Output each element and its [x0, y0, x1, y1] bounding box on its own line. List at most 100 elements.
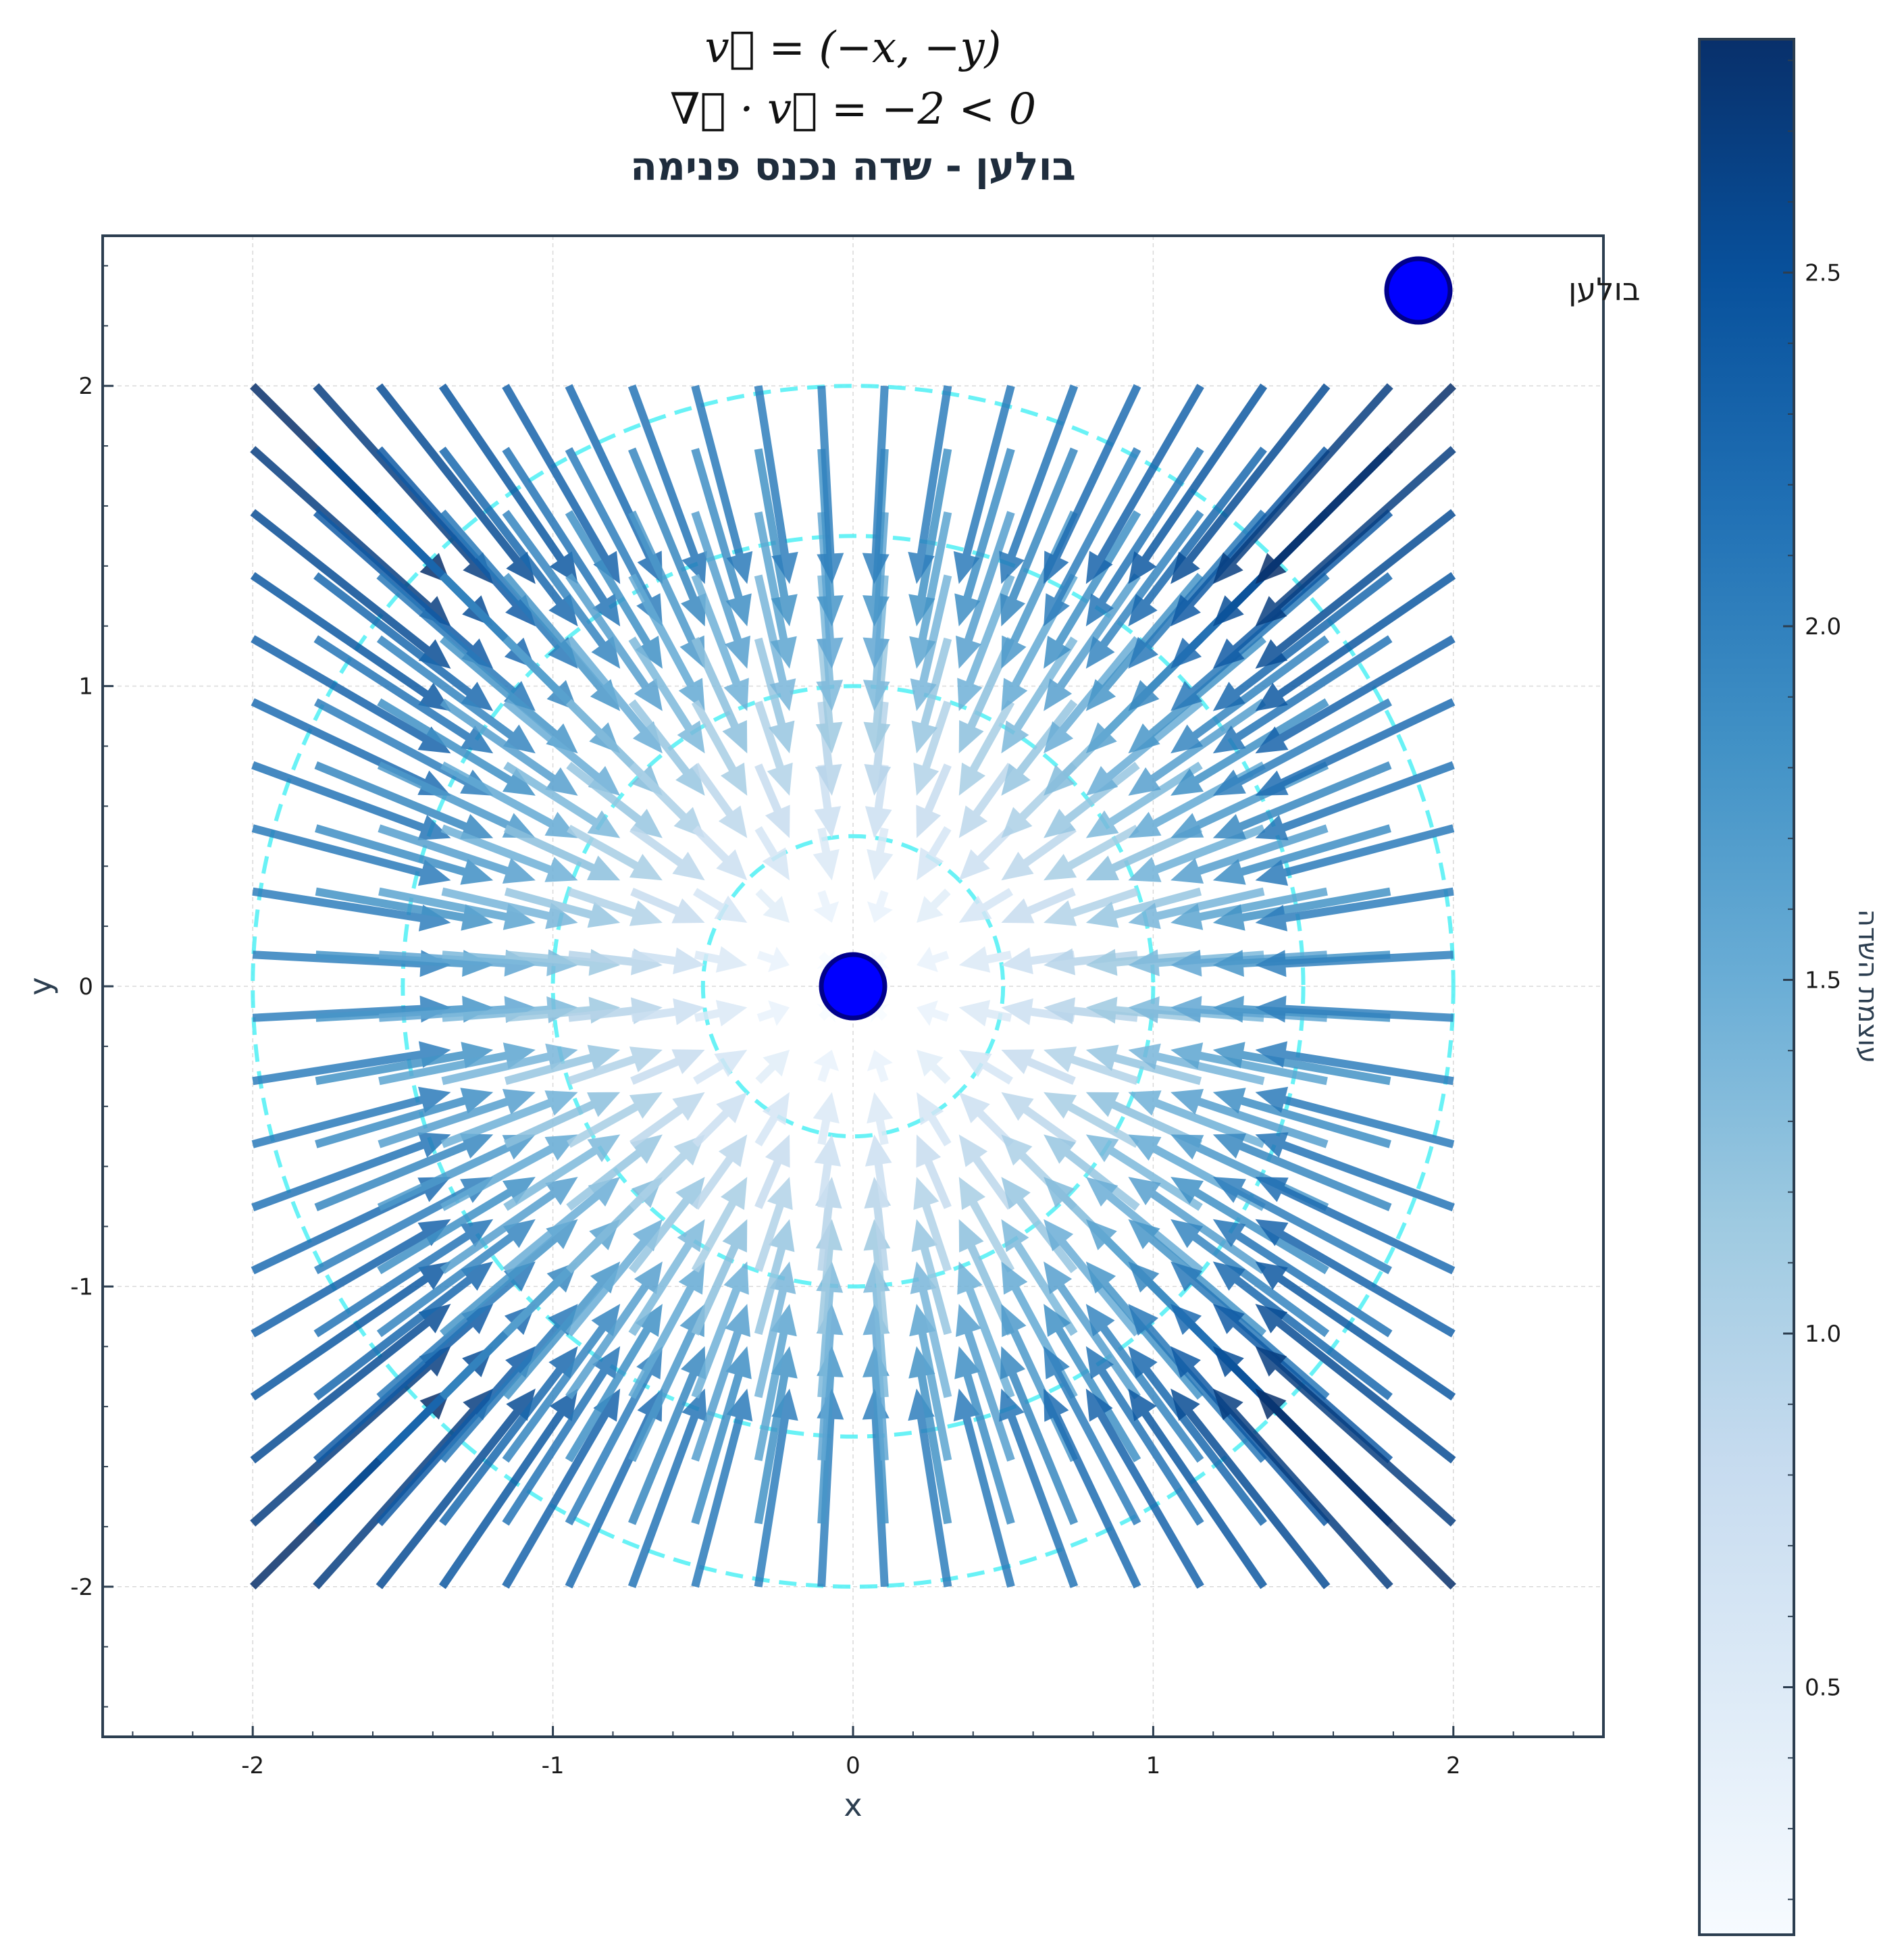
vector-arrow [504, 887, 621, 928]
vector-arrow [503, 699, 621, 796]
vector-arrow [1085, 1304, 1204, 1463]
vector-arrow [958, 636, 1015, 754]
x-tick-label: 1 [1146, 1752, 1161, 1779]
vector-arrow [816, 1304, 844, 1461]
vector-arrow [376, 635, 536, 754]
vector-arrow [1170, 1219, 1330, 1338]
title-description: בולען - שדה נכנס פנימה [630, 143, 1076, 189]
vector-arrow [1255, 383, 1456, 584]
vector-arrow [958, 763, 1014, 838]
vector-arrow [691, 1346, 752, 1525]
vector-arrow [1255, 572, 1456, 711]
vector-arrow [953, 1388, 1015, 1588]
vector-arrow [910, 1261, 952, 1398]
vector-arrow [1044, 1346, 1141, 1525]
dashed-circle [550, 684, 1156, 1289]
vector-arrow [956, 1304, 1015, 1462]
vector-arrow [251, 1219, 451, 1338]
vector-arrow [754, 637, 795, 754]
vector-arrow [627, 1388, 707, 1588]
vector-arrow [958, 1134, 1014, 1210]
vector-arrow [315, 1042, 494, 1086]
vector-arrow [1255, 635, 1456, 754]
vector-arrow [567, 824, 663, 881]
vector-arrow [440, 1134, 578, 1211]
x-tick-label: -1 [542, 1752, 565, 1779]
chart-title: v⃗ = (−x, −y) ∇⃗ · v⃗ = −2 < 0 בולען - ש… [630, 23, 1076, 189]
vector-arrow [691, 1219, 748, 1336]
vector-arrow [957, 1261, 1015, 1399]
vector-arrow [628, 1304, 705, 1463]
vector-arrow [1212, 698, 1392, 796]
vector-arrow [692, 1092, 748, 1148]
vector-arrow [250, 1261, 451, 1401]
vector-arrow [691, 511, 750, 669]
vector-arrow [1001, 947, 1075, 975]
vector-arrow [691, 1261, 749, 1399]
dashed-circle [401, 534, 1306, 1439]
x-tick-label: 2 [1446, 1752, 1461, 1779]
vector-arrow [1170, 1042, 1328, 1086]
vector-arrow [958, 1219, 1015, 1336]
vector-arrow [867, 890, 893, 923]
vector-arrow [1170, 824, 1329, 884]
y-tick-label: 2 [78, 373, 93, 400]
vector-arrow [1001, 1049, 1076, 1085]
vector-arrow [911, 637, 952, 754]
vector-arrow [958, 700, 1015, 796]
sink-marker-group [819, 952, 887, 1021]
vector-arrow [377, 698, 536, 796]
vector-arrow [315, 950, 494, 977]
vector-arrow [1255, 446, 1456, 627]
vector-arrow [908, 1346, 952, 1525]
vector-arrow [1212, 887, 1391, 931]
vector-arrow [630, 1049, 705, 1085]
vector-arrow [909, 1304, 952, 1461]
legend-sink-marker [1384, 256, 1453, 325]
vector-arrow [754, 1092, 790, 1146]
vector-arrow [440, 1177, 578, 1274]
vector-arrow [1212, 1219, 1393, 1338]
vector-arrow [1044, 824, 1139, 881]
vector-arrow [502, 384, 621, 584]
vector-arrow [694, 946, 748, 973]
vector-arrow [251, 1086, 451, 1148]
vector-arrow [691, 574, 749, 711]
vector-arrow [754, 448, 798, 627]
vector-arrow [315, 1088, 494, 1148]
vector-arrow [1085, 1388, 1204, 1589]
vector-arrow [250, 446, 451, 627]
vector-arrow [378, 1089, 536, 1148]
vector-arrow [1085, 761, 1203, 838]
vector-arrow [917, 1050, 951, 1084]
y-tick-label: -2 [70, 1574, 93, 1601]
vector-arrow [565, 1304, 663, 1463]
vector-arrow [956, 511, 1015, 669]
vector-arrow [251, 1132, 451, 1212]
vector-arrow [631, 947, 705, 975]
vector-arrow [1128, 824, 1266, 882]
vector-arrow [913, 701, 952, 796]
vector-arrow [916, 1134, 952, 1209]
colorbar-frame [1698, 38, 1795, 1936]
vector-arrow [913, 1177, 952, 1272]
vector-arrow [1212, 1388, 1393, 1590]
vector-arrow [755, 888, 790, 923]
vector-arrow [1255, 995, 1454, 1023]
vector-arrow [1212, 1134, 1392, 1211]
vector-arrow [1170, 1261, 1330, 1400]
vector-arrow [1044, 1304, 1141, 1463]
vector-arrow [1044, 447, 1141, 627]
vector-arrow [691, 1177, 748, 1273]
vector-arrow [315, 887, 494, 931]
sink-marker [819, 952, 887, 1021]
vector-arrow [756, 946, 790, 973]
vector-arrow [1085, 573, 1204, 711]
vector-arrow [1044, 1134, 1140, 1211]
vector-arrow [502, 509, 621, 669]
vector-arrow [440, 1090, 578, 1148]
vector-arrow [1044, 1046, 1139, 1085]
vector-arrow [958, 1000, 1012, 1027]
vector-arrow [313, 1261, 494, 1400]
